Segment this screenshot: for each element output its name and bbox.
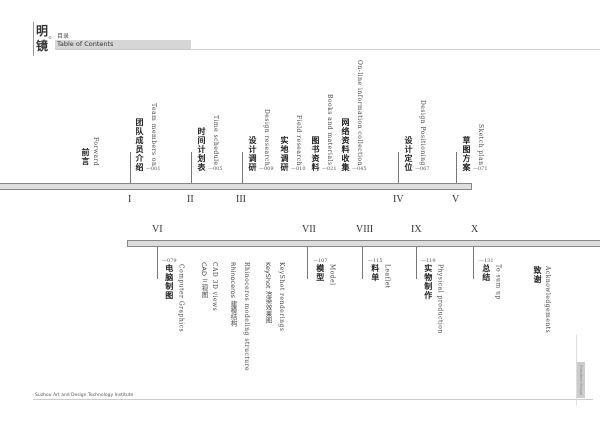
toc-item-leaflet[interactable]: —115 料单 Leaflet: [368, 258, 391, 289]
sub-item-keyshot-renderings[interactable]: KeyShot renderings: [278, 262, 285, 332]
footer-line: [33, 399, 593, 400]
tick: [416, 247, 417, 279]
toc-item-forward[interactable]: 前言 Forward: [81, 136, 99, 166]
toc-item-team[interactable]: 团队成员介绍 Team members on —001: [135, 102, 161, 172]
numeral-6: VI: [152, 224, 163, 235]
numeral-9: IX: [411, 224, 422, 235]
tick: [157, 247, 158, 279]
tick: [456, 152, 457, 183]
toc-item-sum-up[interactable]: —131 总结 To sum up: [479, 258, 502, 300]
toc-item-field-research[interactable]: 实地调研 Field research —010: [280, 114, 306, 172]
title-bar: [55, 40, 191, 49]
toc-item-time[interactable]: 时间计划表 Time schedule —005: [197, 115, 223, 172]
logo-mark: ©: [48, 35, 52, 40]
numeral-10: X: [471, 224, 479, 235]
tick: [362, 247, 363, 279]
toc-item-positioning[interactable]: 设计定位 Design Positioning —067: [404, 100, 430, 172]
tick: [307, 247, 308, 279]
toc-item-model[interactable]: —107 模型 Model: [313, 258, 336, 286]
tick: [398, 152, 399, 183]
toc-item-physical-production[interactable]: —119 实物制作 Physical production: [421, 258, 444, 334]
tick: [191, 152, 192, 183]
sub-item-keyshot-render-cn[interactable]: KeyShot 渲染效果图: [264, 262, 272, 324]
title-cn: 目录: [57, 33, 70, 40]
sub-item-rhino-modeling[interactable]: Rhinoceros modeling structure: [243, 262, 250, 372]
tick: [242, 152, 243, 183]
header-divider: [33, 22, 34, 56]
page-title: Table of Contents: [57, 40, 114, 48]
toc-item-online[interactable]: 网络资料收集 On-line information collection —04…: [341, 60, 367, 172]
bottom-timeline-bar: [127, 240, 600, 247]
numeral-8: VIII: [356, 224, 374, 235]
numeral-3: III: [236, 194, 246, 205]
footer-vline: [576, 335, 577, 405]
sub-item-cad-three-view[interactable]: CAD 三视图: [200, 262, 208, 298]
numeral-4: IV: [393, 194, 404, 205]
title-line: [55, 49, 600, 50]
sub-item-cad-3d[interactable]: CAD 3D views: [211, 262, 218, 312]
toc-item-sketch[interactable]: 草图方案 Sketch plan —071: [462, 124, 488, 172]
numeral-2: II: [187, 194, 194, 205]
toc-item-acknowledgements[interactable]: 致谢 Acknowledgements: [533, 266, 551, 334]
sub-item-rhino-structure[interactable]: Rhinoceros 建模结构: [229, 262, 237, 327]
numeral-7: VII: [302, 224, 316, 235]
numeral-1: I: [128, 194, 132, 205]
top-timeline-bar: [0, 183, 472, 190]
footer-tab: Furniture design: [577, 362, 585, 398]
toc-item-design-research[interactable]: 设计调研 Design research —009: [248, 108, 274, 172]
footer-institute: Suzhou Art and Design Technology Institu…: [35, 393, 134, 398]
toc-item-books[interactable]: 图书资料 Books and materials —021: [311, 94, 337, 172]
tick: [473, 247, 474, 279]
numeral-5: V: [452, 194, 460, 205]
tick: [130, 152, 131, 183]
toc-item-computer-graphics[interactable]: —079 电脑制图 Computer Graphics: [162, 258, 185, 333]
logo: 明 镜: [36, 24, 49, 53]
